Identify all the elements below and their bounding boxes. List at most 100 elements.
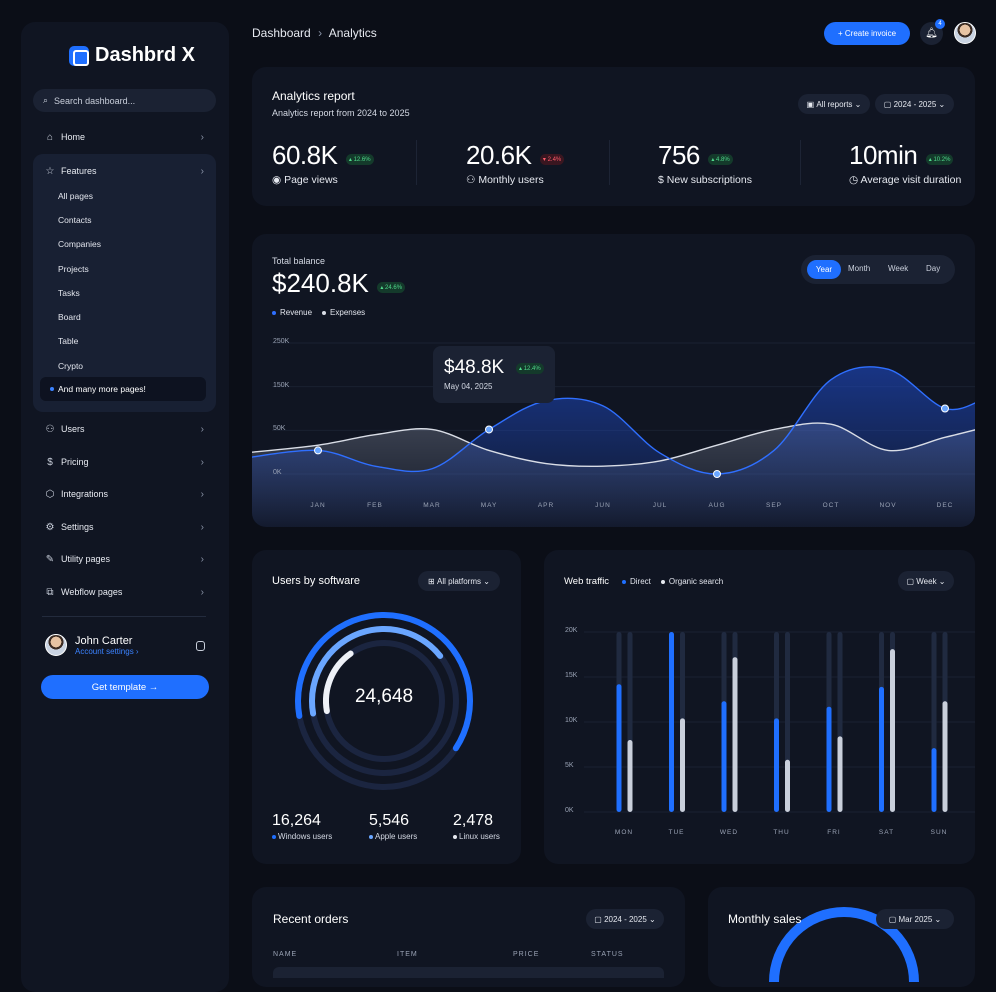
chevron-right-icon: › bbox=[200, 456, 204, 468]
chevron-right-icon: › bbox=[200, 131, 204, 143]
legend-revenue: Revenue bbox=[272, 308, 312, 317]
user-name: John Carter bbox=[75, 634, 133, 647]
column-header-item[interactable]: ITEM bbox=[397, 951, 418, 958]
notification-badge: 4 bbox=[935, 19, 945, 29]
sidebar-item-utility-pages[interactable]: ✎ Utility pages › bbox=[33, 549, 216, 569]
kpi-separator bbox=[800, 140, 801, 185]
user-profile[interactable]: John Carter Account settings › bbox=[45, 634, 139, 656]
sub-item-projects[interactable]: Projects bbox=[58, 264, 89, 274]
tab-day[interactable]: Day bbox=[926, 264, 941, 273]
direct-bar[interactable] bbox=[826, 706, 832, 812]
report-subtitle: Analytics report from 2024 to 2025 bbox=[272, 108, 410, 118]
x-tick-label: NOV bbox=[879, 502, 897, 509]
sidebar-item-webflow-pages[interactable]: ⧉ Webflow pages › bbox=[33, 582, 216, 602]
sub-item-contacts[interactable]: Contacts bbox=[58, 215, 92, 225]
notifications-button[interactable]: 🔔︎ 4 bbox=[920, 19, 945, 45]
x-tick-label: AUG bbox=[708, 502, 726, 509]
user-icon: ⚇ bbox=[466, 174, 479, 186]
breadcrumb-dashboard[interactable]: Dashboard bbox=[252, 26, 311, 40]
tab-week[interactable]: Week bbox=[888, 264, 909, 273]
webflow-icon: ⧉ bbox=[46, 586, 54, 598]
chevron-right-icon: › bbox=[200, 586, 204, 598]
chevron-right-icon: › bbox=[200, 553, 204, 565]
account-settings-link[interactable]: Account settings › bbox=[75, 646, 139, 656]
week-dropdown[interactable]: ▢ Week ⌄ bbox=[898, 571, 954, 591]
balance-legend: Revenue Expenses bbox=[272, 308, 365, 317]
revenue-point[interactable] bbox=[941, 404, 949, 413]
chevron-right-icon: › bbox=[200, 165, 204, 177]
platforms-dropdown[interactable]: ⊞ All platforms ⌄ bbox=[418, 571, 500, 591]
sales-month-dropdown[interactable]: ▢ Mar 2025 ⌄ bbox=[876, 909, 954, 929]
logo-text: Dashbrd X bbox=[95, 44, 196, 66]
sub-item-companies[interactable]: Companies bbox=[58, 239, 101, 249]
tab-year[interactable]: Year bbox=[807, 260, 841, 279]
column-header-price[interactable]: PRICE bbox=[513, 951, 540, 958]
x-tick-label: WED bbox=[719, 829, 739, 836]
tooltip-tag: ▴ 12.4% bbox=[516, 363, 544, 374]
column-header-name[interactable]: NAME bbox=[273, 951, 298, 958]
tab-month[interactable]: Month bbox=[848, 264, 871, 273]
expenses-line bbox=[252, 422, 975, 467]
y-tick-label: 10K bbox=[565, 717, 578, 724]
x-tick-label: SEP bbox=[765, 502, 782, 509]
chevron-down-icon: ⌄ bbox=[481, 576, 490, 586]
sub-item-tasks[interactable]: Tasks bbox=[58, 288, 80, 298]
y-tick-label: 0K bbox=[273, 469, 282, 476]
kpi-value: 756 bbox=[658, 140, 700, 170]
create-invoice-button[interactable]: + Create invoice bbox=[824, 22, 910, 45]
kpi-page-views: 60.8K ▴ 12.6% ◉ Page views bbox=[272, 140, 374, 186]
avatar[interactable] bbox=[954, 22, 976, 44]
traffic-legend: Direct Organic search bbox=[622, 577, 723, 586]
sidebar-item-home[interactable]: ⌂ Home › bbox=[33, 127, 216, 147]
direct-bar[interactable] bbox=[879, 686, 884, 812]
sub-item-all-pages[interactable]: All pages bbox=[58, 191, 93, 201]
sub-item-crypto[interactable]: Crypto bbox=[58, 361, 84, 371]
x-tick-label: SAT bbox=[878, 829, 895, 836]
avatar bbox=[45, 634, 67, 656]
balance-chart bbox=[252, 342, 975, 527]
direct-bar[interactable] bbox=[616, 684, 622, 812]
organic-bar[interactable] bbox=[732, 657, 738, 812]
sub-item-more-pages[interactable]: And many more pages! bbox=[40, 377, 206, 401]
orders-period-dropdown[interactable]: ▢ 2024 - 2025 ⌄ bbox=[586, 909, 664, 929]
direct-bar[interactable] bbox=[721, 701, 727, 812]
organic-bar[interactable] bbox=[837, 736, 843, 812]
sidebar-item-features[interactable]: ☆ Features › bbox=[33, 161, 216, 181]
sidebar-item-settings[interactable]: ⚙ Settings › bbox=[33, 517, 216, 537]
period-dropdown[interactable]: ▢ 2024 - 2025 ⌄ bbox=[875, 94, 954, 114]
sub-item-board[interactable]: Board bbox=[58, 312, 81, 322]
organic-bar[interactable] bbox=[785, 759, 790, 812]
sidebar-item-users[interactable]: ⚇ Users › bbox=[33, 419, 216, 439]
organic-bar[interactable] bbox=[627, 740, 633, 812]
sales-ring-arc bbox=[769, 907, 919, 983]
report-title: Analytics report bbox=[272, 89, 355, 103]
direct-bar[interactable] bbox=[774, 718, 779, 812]
revenue-point[interactable] bbox=[713, 470, 721, 478]
report-icon: ▣ bbox=[806, 99, 817, 109]
revenue-point[interactable] bbox=[485, 425, 493, 434]
direct-bar[interactable] bbox=[669, 632, 674, 812]
collapse-icon[interactable] bbox=[196, 641, 205, 651]
sidebar-item-pricing[interactable]: $ Pricing › bbox=[33, 452, 216, 472]
y-tick-label: 0K bbox=[565, 807, 574, 814]
logo[interactable]: Dashbrd X bbox=[69, 44, 195, 67]
kpi-label: Page views bbox=[284, 174, 338, 186]
x-tick-label: MAY bbox=[480, 502, 498, 509]
revenue-point[interactable] bbox=[314, 446, 322, 455]
table-row[interactable] bbox=[273, 967, 664, 978]
sidebar: Dashbrd X ⌕ Search dashboard... ⌂ Home ›… bbox=[21, 22, 229, 992]
sidebar-item-integrations[interactable]: ⬡ Integrations › bbox=[33, 484, 216, 504]
organic-bar[interactable] bbox=[890, 649, 895, 812]
puzzle-icon: ⬡ bbox=[45, 488, 55, 500]
organic-bar[interactable] bbox=[680, 718, 685, 812]
direct-bar[interactable] bbox=[931, 748, 937, 812]
y-tick-label: 15K bbox=[565, 672, 578, 679]
y-tick-label: 5K bbox=[565, 762, 574, 769]
sub-item-table[interactable]: Table bbox=[58, 336, 79, 346]
search-input[interactable]: ⌕ Search dashboard... bbox=[33, 89, 216, 112]
all-reports-dropdown[interactable]: ▣ All reports ⌄ bbox=[798, 94, 870, 114]
column-header-status[interactable]: STATUS bbox=[591, 951, 624, 958]
get-template-button[interactable]: Get template → bbox=[41, 675, 209, 699]
organic-bar[interactable] bbox=[942, 701, 948, 812]
balance-value-row: $240.8K ▴ 24.6% bbox=[272, 268, 406, 299]
